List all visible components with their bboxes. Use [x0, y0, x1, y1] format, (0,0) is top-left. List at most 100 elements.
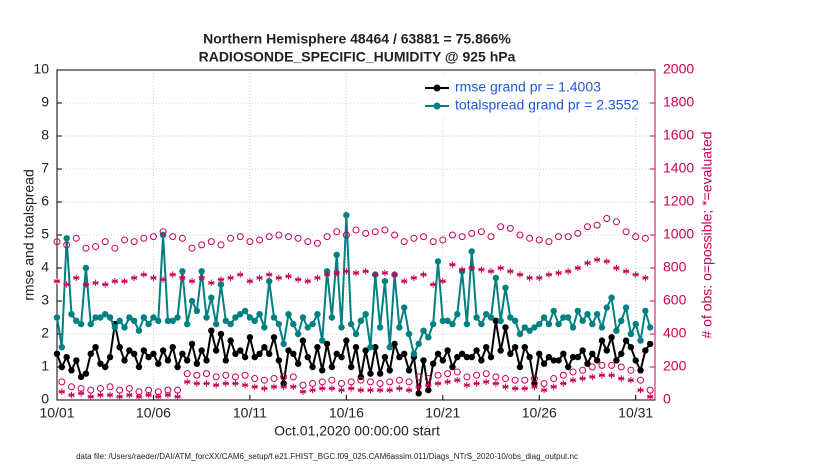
point — [338, 380, 346, 387]
point — [405, 386, 413, 394]
point — [372, 344, 379, 351]
point — [540, 380, 548, 387]
point — [169, 317, 176, 324]
point — [516, 330, 524, 338]
point — [425, 334, 432, 341]
point — [333, 350, 340, 357]
series — [53, 317, 654, 397]
point — [468, 264, 475, 272]
point — [598, 361, 606, 369]
y2-tick-label: 800 — [663, 259, 687, 275]
point — [497, 264, 504, 272]
point — [603, 258, 610, 265]
point — [347, 378, 355, 386]
x-tick-label: 10/16 — [329, 405, 364, 421]
point — [366, 378, 374, 386]
point — [555, 320, 562, 328]
point — [454, 311, 461, 318]
point — [473, 380, 480, 387]
point — [589, 373, 596, 381]
point — [381, 353, 389, 361]
point — [627, 377, 635, 384]
y2-tick-label: 0 — [663, 391, 671, 407]
point — [106, 383, 114, 391]
point — [309, 386, 316, 394]
point — [342, 231, 350, 239]
point — [328, 376, 336, 384]
point — [434, 350, 442, 357]
point — [463, 373, 471, 381]
point — [275, 320, 283, 328]
point — [347, 320, 355, 328]
point — [237, 347, 244, 354]
y2-tick-label: 2000 — [663, 61, 694, 77]
point — [53, 238, 61, 246]
legend-marker — [433, 84, 441, 92]
point — [492, 380, 500, 387]
point — [126, 314, 133, 321]
point — [231, 373, 239, 381]
point — [376, 380, 384, 387]
point — [261, 385, 268, 392]
point — [106, 314, 114, 321]
point — [102, 363, 109, 371]
point — [530, 375, 538, 383]
point — [178, 234, 186, 242]
point — [540, 386, 548, 394]
point — [275, 357, 283, 364]
point — [135, 327, 143, 334]
point — [550, 375, 558, 383]
point — [232, 314, 239, 321]
point — [584, 311, 591, 318]
point — [434, 371, 442, 379]
point — [642, 274, 649, 282]
point — [478, 357, 485, 364]
point — [159, 276, 167, 283]
point — [521, 344, 528, 351]
point — [106, 391, 114, 399]
point — [102, 311, 109, 318]
point — [564, 363, 572, 371]
point — [632, 320, 639, 328]
point — [536, 350, 543, 357]
point — [487, 268, 495, 275]
point — [618, 375, 625, 382]
point — [222, 371, 230, 379]
point — [155, 393, 162, 400]
point — [309, 363, 316, 371]
point — [179, 268, 186, 275]
point — [314, 344, 321, 351]
point — [82, 281, 90, 288]
point — [526, 234, 534, 242]
point — [376, 370, 384, 377]
point — [164, 391, 172, 399]
point — [555, 233, 563, 241]
point — [82, 244, 90, 252]
point — [405, 330, 413, 338]
point — [290, 350, 297, 357]
point — [338, 324, 345, 331]
point — [183, 370, 191, 378]
point — [304, 324, 311, 331]
point — [535, 236, 543, 244]
point — [92, 279, 99, 287]
point — [362, 229, 370, 237]
point — [444, 347, 451, 354]
point — [265, 233, 273, 241]
point — [126, 347, 133, 354]
legend-label: rmse grand pr = 1.4003 — [455, 79, 601, 95]
point — [111, 278, 119, 285]
point — [420, 271, 427, 278]
point — [526, 353, 533, 361]
point — [569, 377, 577, 384]
point — [646, 386, 654, 394]
point — [155, 317, 162, 324]
point — [63, 235, 70, 242]
footnote: data file: /Users/raeder/DAI/ATM_forcXX/… — [76, 452, 578, 461]
point — [299, 337, 307, 344]
point — [540, 360, 548, 367]
point — [275, 274, 283, 282]
point — [425, 386, 432, 394]
point — [362, 347, 369, 354]
point — [367, 386, 374, 394]
